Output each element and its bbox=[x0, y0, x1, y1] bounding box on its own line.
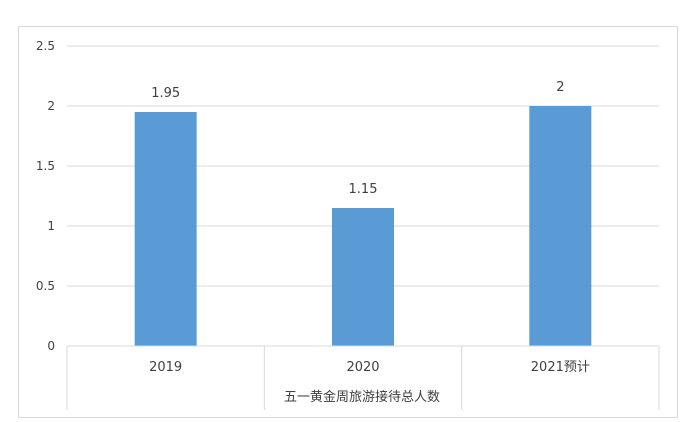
x-axis: 2019 2020 2021预计 bbox=[66, 345, 660, 410]
data-label: 1.15 bbox=[349, 182, 378, 197]
x-tick-label: 2019 bbox=[149, 360, 182, 375]
data-label: 1.95 bbox=[151, 86, 180, 101]
y-tick-label: 0 bbox=[47, 339, 55, 353]
data-label: 2 bbox=[556, 80, 564, 95]
y-axis-ticks: 0 0.5 1 1.5 2 2.5 bbox=[36, 39, 55, 353]
y-tick-label: 1.5 bbox=[36, 159, 55, 173]
data-labels: 1.95 1.15 2 bbox=[151, 80, 564, 197]
bar bbox=[332, 208, 394, 346]
y-tick-label: 2 bbox=[47, 99, 55, 113]
x-tick-label: 2020 bbox=[346, 360, 379, 375]
bar bbox=[529, 106, 592, 346]
y-tick-label: 0.5 bbox=[36, 279, 55, 293]
bars bbox=[134, 106, 592, 346]
bar bbox=[134, 112, 197, 346]
y-tick-label: 2.5 bbox=[36, 39, 55, 53]
x-axis-title: 五一黄金周旅游接待总人数 bbox=[284, 389, 440, 405]
y-tick-label: 1 bbox=[47, 219, 55, 233]
x-tick-label: 2021预计 bbox=[531, 360, 590, 375]
